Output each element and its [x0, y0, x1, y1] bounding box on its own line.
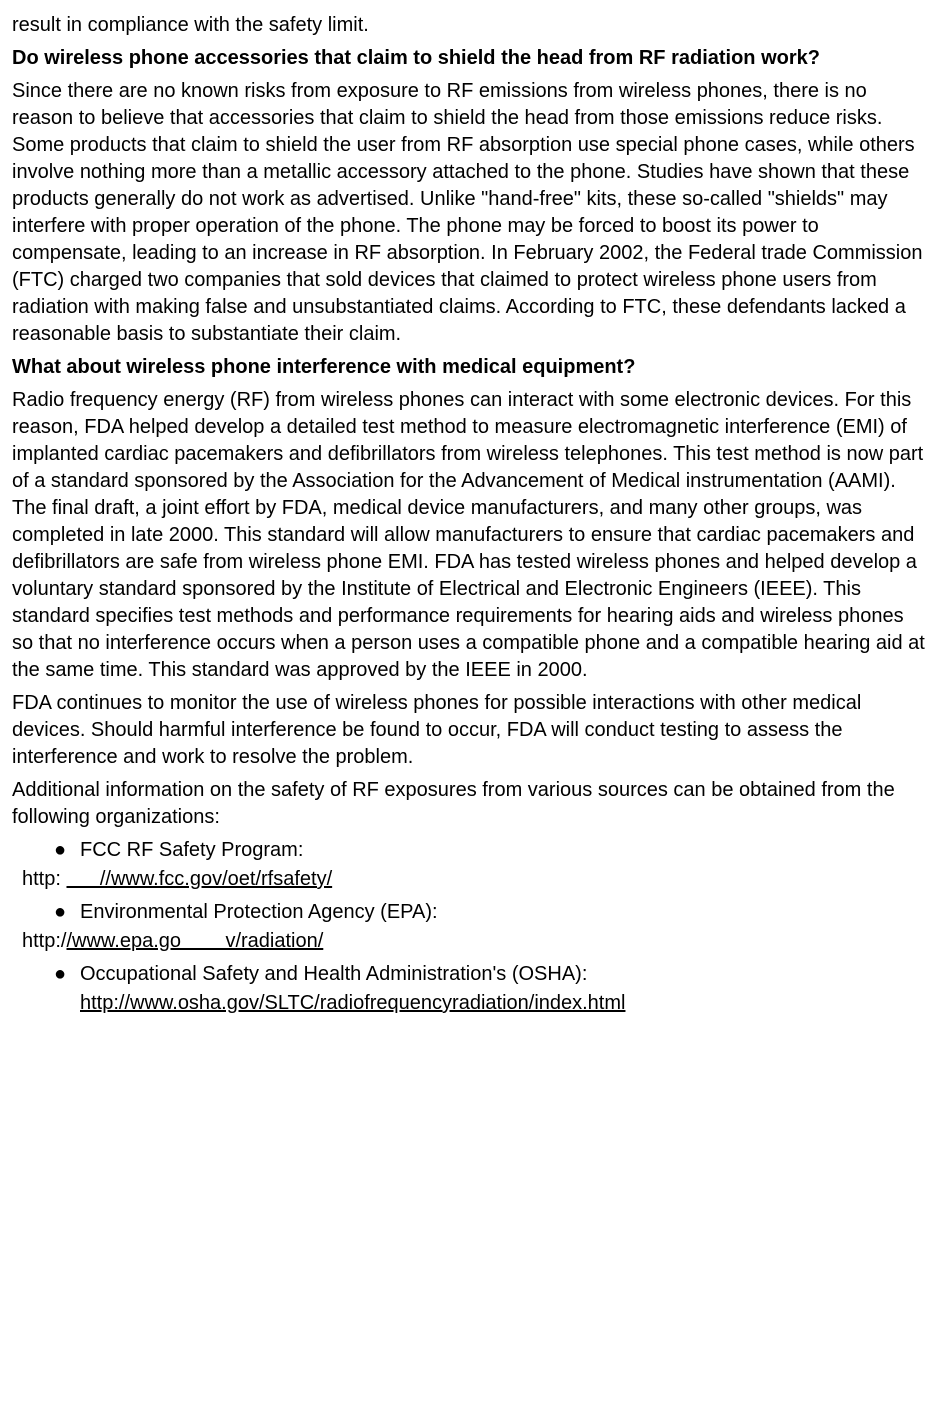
bullet-1-link-row: http: //www.fcc.gov/oet/rfsafety/ — [12, 866, 925, 893]
bullet-2-text: Environmental Protection Agency (EPA): — [80, 899, 925, 926]
bullet-icon: ● — [54, 837, 80, 864]
bullet-1-link[interactable]: //www.fcc.gov/oet/rfsafety/ — [66, 868, 332, 890]
bullet-icon: ● — [54, 961, 80, 988]
bullet-2-link[interactable]: /www.epa.go v/radiation/ — [66, 930, 323, 952]
list-item: ● FCC RF Safety Program: — [12, 837, 925, 864]
answer-1: Since there are no known risks from expo… — [12, 78, 925, 348]
answer-2-para-3: Additional information on the safety of … — [12, 777, 925, 831]
list-item: ● Occupational Safety and Health Adminis… — [12, 961, 925, 988]
bullet-3-text: Occupational Safety and Health Administr… — [80, 961, 925, 988]
bullet-2-link-prefix: http:/ — [22, 930, 66, 952]
list-item: ● Environmental Protection Agency (EPA): — [12, 899, 925, 926]
answer-2-para-1: Radio frequency energy (RF) from wireles… — [12, 387, 925, 684]
bullet-2-link-row: http://www.epa.go v/radiation/ — [12, 928, 925, 955]
bullet-3-link-row: http://www.osha.gov/SLTC/radiofrequencyr… — [12, 990, 925, 1017]
intro-fragment: result in compliance with the safety lim… — [12, 12, 925, 39]
answer-2-para-2: FDA continues to monitor the use of wire… — [12, 690, 925, 771]
bullet-1-link-prefix: http: — [22, 868, 66, 890]
question-1: Do wireless phone accessories that claim… — [12, 45, 925, 72]
question-2: What about wireless phone interference w… — [12, 354, 925, 381]
bullet-icon: ● — [54, 899, 80, 926]
bullet-3-link[interactable]: http://www.osha.gov/SLTC/radiofrequencyr… — [80, 992, 625, 1014]
bullet-1-text: FCC RF Safety Program: — [80, 837, 925, 864]
